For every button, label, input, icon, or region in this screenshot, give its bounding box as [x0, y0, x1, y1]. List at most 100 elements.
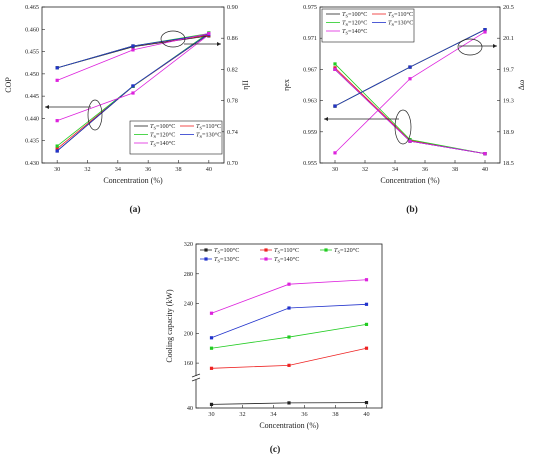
legend-label: TS=140°C — [274, 256, 299, 264]
axis-break-mark — [191, 377, 201, 382]
x-axis-label: Concentration (%) — [259, 421, 319, 430]
data-point — [131, 48, 135, 52]
y-tick-label: 160 — [184, 360, 193, 367]
y-right-tick-label: 0.78 — [227, 98, 238, 105]
y-left-tick-label: 0.955 — [303, 160, 317, 167]
y-tick-label: 40 — [187, 405, 193, 412]
plot-frame — [41, 6, 225, 164]
panel-label: (c) — [270, 444, 281, 455]
y-left-tick-label: 0.440 — [25, 115, 39, 122]
y-left-tick-label: 0.967 — [303, 66, 317, 73]
y-right-tick-label: 18.9 — [503, 129, 514, 136]
y-left-tick-label: 0.465 — [25, 4, 39, 11]
data-point — [287, 363, 291, 367]
legend-box — [321, 8, 415, 43]
legend-label: TS=110°C — [274, 247, 299, 255]
y-left-tick-label: 0.430 — [25, 160, 39, 167]
x-tick-label: 32 — [239, 411, 245, 418]
data-point — [209, 311, 214, 315]
legend-label: TS=140°C — [150, 140, 175, 148]
y-left-tick-label: 0.445 — [25, 93, 39, 100]
data-point — [287, 401, 291, 405]
data-point — [55, 78, 59, 82]
x-tick-label: 40 — [363, 411, 369, 418]
x-tick-label: 30 — [332, 166, 338, 173]
x-tick-label: 38 — [332, 411, 338, 418]
x-tick-label: 36 — [145, 166, 151, 173]
y-axis-label: Cooling capacity (kW) — [165, 289, 174, 363]
data-point — [333, 67, 337, 71]
data-point — [55, 119, 59, 123]
y-left-tick-label: 0.963 — [303, 98, 317, 105]
data-point — [287, 282, 291, 286]
data-point — [209, 402, 214, 406]
annotation-ellipse — [394, 109, 412, 145]
arrow-head — [324, 117, 328, 121]
y-right-tick-label: 19.7 — [503, 66, 514, 73]
y-left-tick-label: 0.975 — [303, 4, 317, 11]
y-right-tick-label: 0.74 — [227, 129, 238, 136]
x-tick-label: 30 — [208, 411, 214, 418]
legend-label: TS=130°C — [388, 20, 413, 28]
legend-label: TS=100°C — [342, 11, 367, 19]
x-tick-label: 36 — [301, 411, 307, 418]
x-tick-label: 34 — [270, 411, 276, 418]
x-tick-label: 32 — [362, 166, 368, 173]
y-tick-label: 320 — [184, 241, 193, 248]
data-point — [131, 84, 135, 88]
legend-box — [129, 120, 223, 155]
x-tick-label: 34 — [392, 166, 398, 173]
legend: TS=100°C TS=110°C TS=120°C TS=130°C TS=140°C — [321, 8, 415, 43]
data-point — [131, 91, 135, 95]
x-tick-label: 36 — [422, 166, 428, 173]
panel-b: 30 32 34 36 38 40 0.955 0.959 0.963 0.967 0.971 0.9… — [282, 4, 526, 215]
data-point — [483, 28, 487, 32]
data-point — [364, 346, 369, 350]
y-right-tick-label: 0.82 — [227, 66, 238, 73]
legend-label: TS=120°C — [334, 247, 359, 255]
data-point — [287, 306, 291, 310]
y-left-tick-label: 0.971 — [303, 35, 317, 42]
series-line — [57, 33, 209, 81]
legend-label: TS=100°C — [214, 247, 239, 255]
y-left-axis-label: ηex — [282, 79, 291, 91]
y-tick-label: 200 — [184, 330, 193, 337]
data-point — [364, 401, 369, 405]
data-point — [483, 30, 487, 34]
y-left-tick-label: 0.460 — [25, 26, 39, 33]
data-point — [55, 147, 59, 151]
legend: TS=100°C TS=110°C TS=120°C TS=130°C TS=140°C — [200, 247, 359, 264]
legend-marker — [264, 257, 268, 261]
data-point — [408, 65, 412, 69]
x-tick-label: 40 — [206, 166, 212, 173]
x-tick-label: 30 — [54, 166, 60, 173]
panel-label: (a) — [129, 204, 140, 215]
y-right-tick-label: 0.90 — [227, 4, 238, 11]
legend-label: TS=120°C — [150, 132, 175, 140]
legend-label: TS=110°C — [196, 123, 221, 131]
x-tick-label: 40 — [482, 166, 488, 173]
legend-marker — [324, 248, 328, 252]
y-left-tick-label: 0.435 — [25, 138, 39, 145]
data-point — [483, 152, 487, 156]
data-point — [55, 66, 59, 70]
data-point — [364, 322, 369, 326]
y-right-tick-label: 19.3 — [503, 98, 514, 105]
data-point — [209, 346, 214, 350]
y-right-tick-label: 0.86 — [227, 35, 238, 42]
legend-marker — [204, 248, 208, 252]
x-axis-label: Concentration (%) — [103, 176, 163, 185]
legend-marker — [264, 248, 268, 252]
legend-marker — [204, 257, 208, 261]
data-point — [209, 336, 214, 340]
data-point — [408, 77, 412, 81]
plot-frame — [319, 6, 501, 164]
data-point — [55, 149, 59, 153]
y-left-tick-label: 0.959 — [303, 129, 317, 136]
annotation-ellipse — [160, 30, 186, 48]
y-right-axis-label: Δω — [517, 80, 526, 90]
legend-label: TS=110°C — [388, 11, 413, 19]
y-tick-label: 280 — [184, 271, 193, 278]
legend-label: TS=140°C — [342, 28, 367, 36]
